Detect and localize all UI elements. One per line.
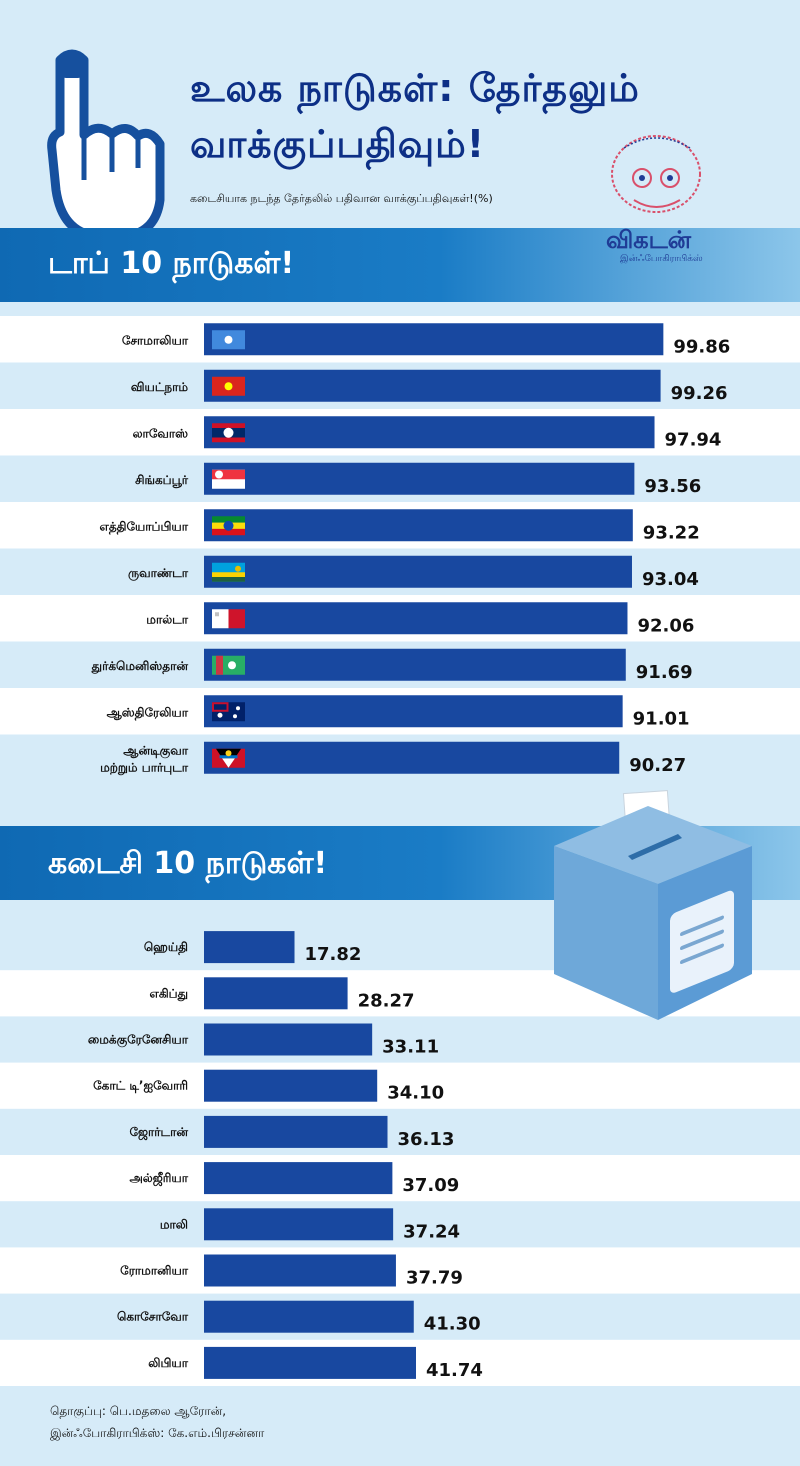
value-label: 41.30 [424,1314,481,1335]
top10-header-band: டாப் 10 நாடுகள்! [0,228,800,302]
flag-ethiopia-icon [212,516,245,536]
value-label: 28.27 [358,990,415,1011]
value-label: 97.94 [665,429,722,450]
category-label: கொசோவோ [117,1310,189,1324]
category-label: சோமாலியா [122,333,189,347]
value-label: 92.06 [637,615,694,636]
category-label: துர்க்மெனிஸ்தான் [91,659,189,674]
category-label: ஆஸ்திரேலியா [107,705,189,720]
ballot-box-icon [554,790,752,1020]
category-label: ஜோர்டான் [129,1125,188,1140]
subtitle: கடைசியாக நடந்த தேர்தலில் பதிவான வாக்குப்… [190,192,493,205]
bar-8 [204,648,626,681]
bar-8 [204,1254,396,1287]
brand-logo-subtext: இன்ஃபோகிராபிக்ஸ் [620,254,703,264]
category-label: எத்தியோப்பியா [99,519,188,534]
bar-4 [204,462,635,495]
value-label: 99.86 [673,336,730,357]
category-label: கோட் டி’ஐவோரி [93,1079,188,1094]
chart-row-band [0,1062,800,1109]
category-label: ரோமானியா [120,1264,189,1278]
flag-turkmenistan-icon [212,655,245,675]
value-label: 41.74 [426,1360,483,1381]
bar-2 [204,977,348,1010]
value-label: 93.56 [644,476,701,497]
value-label: 17.82 [305,944,362,965]
category-label: லாவோஸ் [133,426,189,440]
bar-9 [204,1300,414,1333]
page-title-line1: உலக நாடுகள்: தேர்தலும் [190,66,640,110]
bar-5 [204,1115,388,1148]
bar-3 [204,416,655,449]
value-label: 34.10 [387,1083,444,1104]
bar-3 [204,1023,373,1056]
category-label: அல்ஜீரியா [129,1171,188,1186]
bar-6 [204,1162,393,1195]
top10-heading: டாப் 10 நாடுகள்! [48,246,295,281]
value-label: 91.69 [636,662,693,683]
credits-line1: தொகுப்பு: பெ.மதலை ஆரோன், [50,1404,227,1418]
category-label: மைக்குரேனேசியா [88,1033,189,1048]
value-label: 99.26 [671,383,728,404]
value-label: 37.79 [406,1268,463,1289]
value-label: 91.01 [633,708,690,729]
value-label: 90.27 [629,755,686,776]
category-label: ஆன்டிகுவா [123,743,188,758]
category-label: மாலி [160,1217,188,1231]
category-label: மற்றும் பார்புடா [100,760,189,775]
chart-row-band [0,1247,800,1294]
category-label: வியட்நாம் [131,380,188,395]
bar-7 [204,602,628,635]
bar-7 [204,1208,394,1241]
flag-vietnam-icon [212,376,245,396]
flag-malta-icon [212,609,245,629]
brand-logo-text: விகடன் [606,226,692,254]
bar-10 [204,1346,416,1379]
vikatan-logo-icon [611,135,701,213]
bar-10 [204,741,620,774]
category-label: சிங்கப்பூர் [135,473,189,488]
category-label: ருவாண்டா [128,566,189,581]
bar-9 [204,695,623,728]
value-label: 37.24 [403,1221,460,1242]
flag-laos-icon [212,423,245,443]
flag-singapore-icon [212,469,245,489]
category-label: லிபியா [148,1356,188,1370]
flag-australia-icon [212,702,245,722]
flag-antigua-icon [212,748,245,768]
page-title-line2: வாக்குப்பதிவும்! [190,122,486,166]
bar-6 [204,555,632,588]
category-label: மால்டா [146,612,188,626]
voting-finger-icon [47,49,165,241]
value-label: 36.13 [398,1129,455,1150]
value-label: 37.09 [402,1175,459,1196]
bottom10-heading: கடைசி 10 நாடுகள்! [48,846,328,881]
bar-2 [204,369,661,402]
value-label: 93.04 [642,569,699,590]
category-label: எகிப்து [149,986,188,1001]
bar-1 [204,323,664,356]
value-label: 33.11 [382,1037,439,1058]
credits-line2: இன்ஃபோகிராபிக்ஸ்: கே.எம்.பிரசன்னா [50,1426,265,1440]
bar-1 [204,931,295,964]
category-label: ஹெய்தி [144,940,188,955]
flag-somalia-icon [212,330,245,350]
bar-4 [204,1069,378,1102]
chart-row-band [0,1155,800,1202]
value-label: 93.22 [643,522,700,543]
bar-5 [204,509,633,542]
flag-rwanda-icon [212,562,245,582]
